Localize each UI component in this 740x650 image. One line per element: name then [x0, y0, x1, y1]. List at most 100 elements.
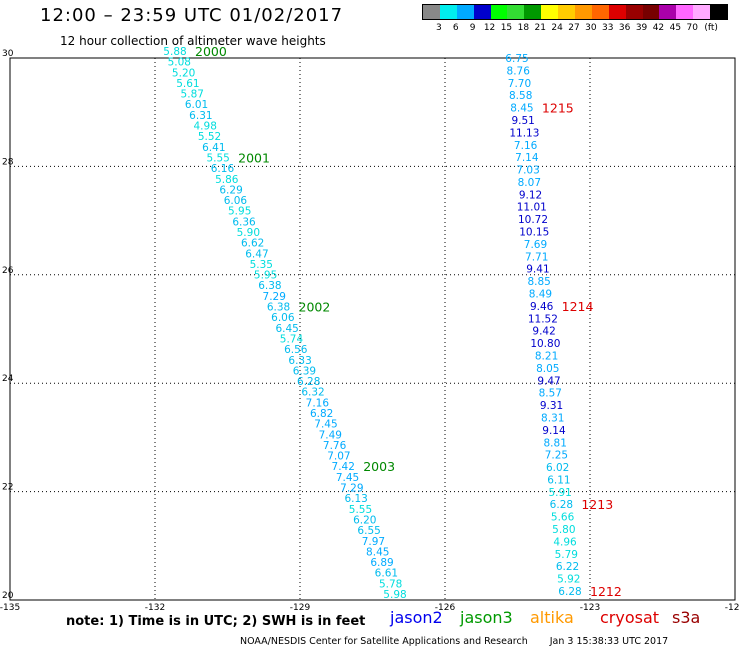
wave-height-label: 5.55 [349, 504, 372, 516]
colorbar-label: 45 [669, 23, 682, 33]
colorbar-swatch [693, 5, 711, 19]
wave-height-label: 6.28 [550, 499, 573, 511]
wave-height-label: 6.38 [267, 302, 290, 314]
wave-height-label: 7.49 [319, 429, 342, 441]
colorbar-swatch [608, 5, 626, 19]
wave-height-label: 5.95 [228, 206, 251, 218]
wave-height-label: 10.80 [530, 338, 560, 350]
colorbar-labels: 3 6 9 12 15 18 21 24 27 30 33 36 39 42 45 70 (ft) [422, 23, 728, 35]
wave-height-label: 4.96 [553, 536, 577, 548]
colorbar-label: 9 [469, 23, 476, 33]
pass-time-label: 1213 [581, 497, 613, 512]
longitude-tick-label: -126 [435, 603, 456, 613]
footer-credit: NOAA/NESDIS Center for Satellite Applica… [240, 636, 528, 647]
wave-height-label: 8.05 [536, 363, 559, 375]
wave-height-label: 9.41 [526, 264, 549, 276]
wave-height-label: 8.58 [509, 90, 532, 102]
wave-height-label: 6.02 [546, 462, 569, 474]
satellite-jason2: jason2 [390, 608, 443, 627]
pass-time-label: 1214 [562, 299, 594, 314]
wave-height-label: 5.92 [557, 574, 580, 586]
pass-time-label: 2001 [238, 150, 270, 165]
colorbar-swatch [524, 5, 542, 19]
pass-time-label: 2003 [363, 459, 395, 474]
colorbar-label: 39 [635, 23, 648, 33]
colorbar-label: 12 [483, 23, 496, 33]
wave-height-label: 7.16 [306, 397, 330, 409]
wave-height-label: 5.78 [379, 578, 402, 590]
longitude-tick-label: -132 [145, 603, 165, 613]
wave-height-label: 7.14 [515, 152, 539, 164]
wave-height-label: 5.20 [172, 67, 195, 79]
footer: NOAA/NESDIS Center for Satellite Applica… [240, 636, 668, 647]
track-east: 6.758.767.708.588.459.5111.137.167.147.0… [505, 53, 622, 599]
track-west: 5.885.085.205.615.876.016.314.985.526.41… [163, 44, 406, 601]
wave-height-label: 5.80 [552, 524, 575, 536]
colorbar-label: 24 [551, 23, 563, 33]
wave-height-label: 11.01 [517, 202, 547, 214]
colorbar-label: 27 [568, 23, 580, 33]
wave-height-label: 6.47 [245, 248, 268, 260]
wave-height-label: 7.42 [332, 461, 355, 473]
pass-time-label: 1215 [542, 101, 574, 116]
wave-height-label: 8.49 [529, 289, 552, 301]
satellite-cryosat: cryosat [600, 608, 660, 627]
wave-height-label: 5.55 [206, 152, 229, 164]
colorbar-boxes [422, 4, 728, 20]
latitude-tick-label: 20 [2, 591, 14, 601]
colorbar-label: 36 [618, 23, 631, 33]
wave-height-label: 9.46 [530, 301, 554, 313]
wave-height-label: 10.72 [518, 214, 548, 226]
longitude-tick-label: -135 [0, 603, 20, 613]
wave-height-label: 6.16 [211, 163, 235, 175]
wave-height-label: 5.35 [250, 259, 273, 271]
wave-height-label: 5.52 [198, 131, 221, 143]
wave-height-label: 8.76 [507, 65, 531, 77]
wave-height-label: 5.66 [551, 512, 575, 524]
wave-height-label: 5.90 [237, 227, 260, 239]
latitude-tick-label: 24 [2, 374, 14, 384]
wave-height-label: 6.38 [258, 280, 281, 292]
wave-height-label: 6.20 [353, 514, 376, 526]
satellite-jason3: jason3 [460, 608, 513, 627]
wave-height-label: 6.32 [301, 387, 324, 399]
wave-height-label: 6.89 [370, 557, 393, 569]
wave-height-label: 7.16 [514, 140, 538, 152]
wave-height-label: 9.47 [537, 375, 560, 387]
units-note: note: 1) Time is in UTC; 2) SWH is in fe… [66, 614, 366, 629]
axis-tick-labels: -135 -132 -129 -126 -123 -120 30 28 26 24 22 20 [0, 49, 740, 613]
pass-time-label: 1212 [590, 584, 622, 599]
wave-height-label: 8.81 [544, 437, 567, 449]
wave-height-label: 7.70 [508, 78, 531, 90]
wave-height-label: 11.13 [509, 127, 539, 139]
wave-height-label: 10.15 [519, 227, 549, 239]
wave-height-label: 6.01 [185, 99, 208, 111]
wave-height-label: 7.76 [323, 440, 347, 452]
wave-height-label: 7.07 [327, 451, 350, 463]
wave-height-label: 6.22 [556, 561, 579, 573]
colorbar-label: 18 [517, 23, 530, 33]
wave-height-label: 8.07 [518, 177, 541, 189]
wave-height-label: 6.39 [293, 365, 316, 377]
colorbar-swatch [575, 5, 592, 19]
wave-height-label: 9.42 [532, 326, 555, 338]
wave-height-label: 5.08 [168, 57, 191, 69]
wave-height-label: 6.06 [224, 195, 248, 207]
colorbar-label: (ft) [704, 23, 718, 33]
wave-height-label: 4.98 [194, 121, 217, 133]
latitude-tick-label: 22 [2, 483, 13, 493]
wave-height-label: 6.41 [202, 142, 225, 154]
latitude-tick-label: 28 [2, 157, 14, 167]
wave-height-label: 6.36 [232, 216, 256, 228]
wave-height-label: 8.31 [541, 412, 564, 424]
altimeter-tracks: 5.885.085.205.615.876.016.314.985.526.41… [163, 44, 622, 601]
colorbar-label: 21 [534, 23, 546, 33]
satellite-s3a: s3a [672, 608, 701, 627]
wave-height-label: 6.62 [241, 238, 264, 250]
pass-time-label: 2000 [195, 44, 227, 59]
colorbar-swatch [541, 5, 559, 19]
colorbar-swatch [456, 5, 474, 19]
wave-height-label: 7.29 [263, 291, 286, 303]
colorbar-swatch [659, 5, 677, 19]
